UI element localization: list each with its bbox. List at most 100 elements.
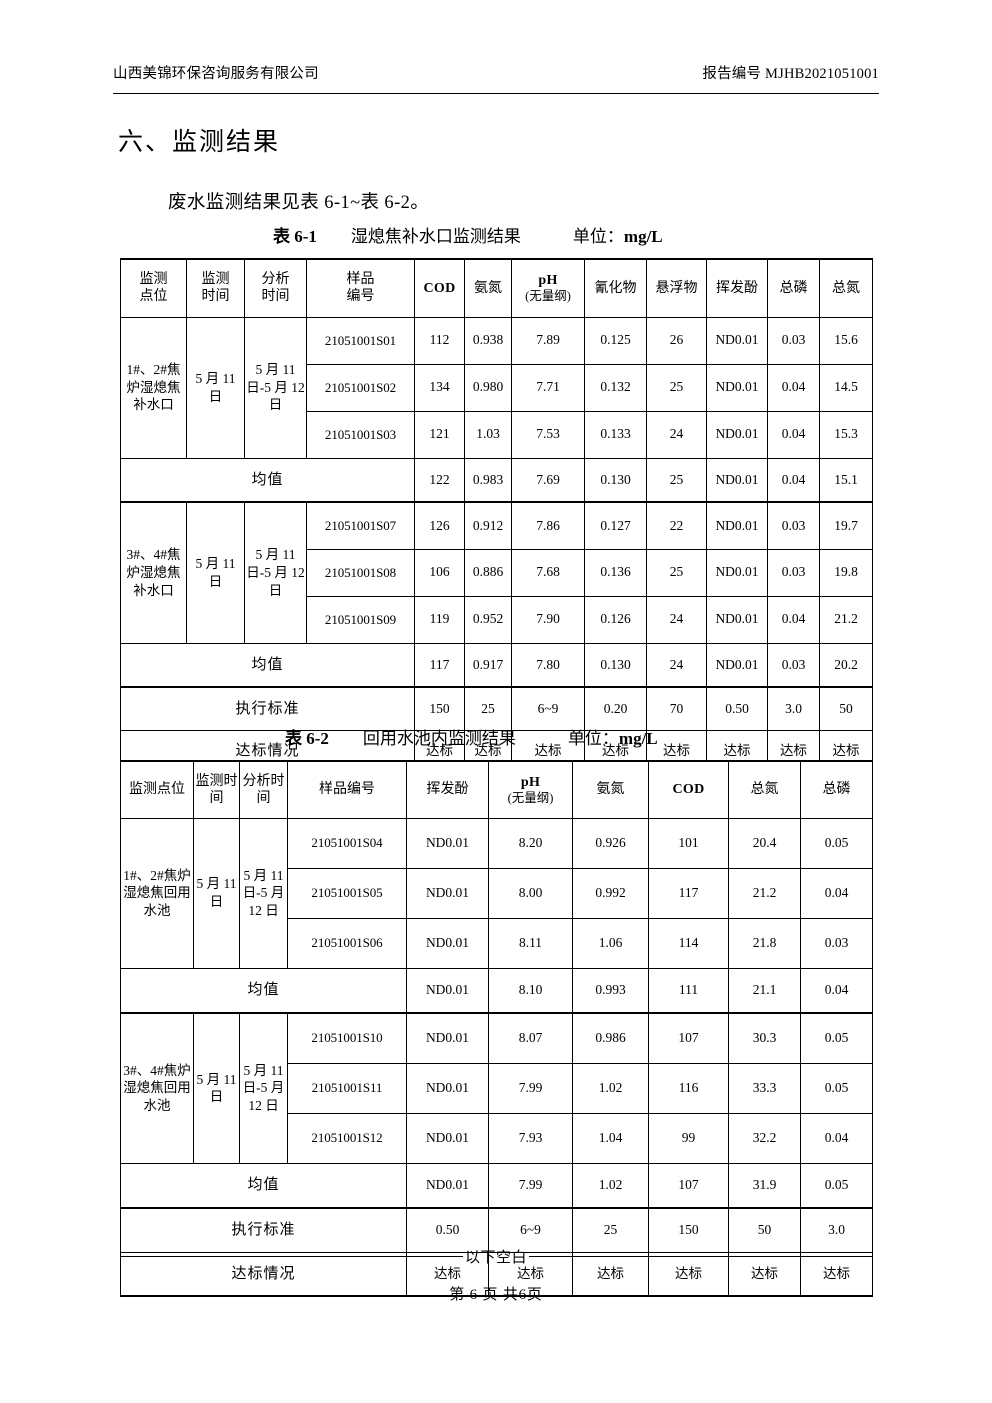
value-cell-ph: 7.71	[511, 363, 585, 412]
value-cell-cn: 0.125	[584, 316, 647, 365]
compliance-value-phenol: 达标	[406, 1251, 489, 1297]
value-cell-ss: 22	[646, 501, 707, 550]
header-ph: pH	[538, 273, 558, 289]
compliance-value-ph: 达标	[488, 1251, 573, 1297]
value-cell-ss: 26	[646, 316, 707, 365]
standard-value-ph: 6~9	[511, 686, 585, 731]
header-ph-unit: (无量纲)	[525, 289, 571, 304]
value-cell-nh3n: 0.938	[464, 316, 512, 365]
value-cell-tp: 0.05	[800, 1062, 873, 1114]
column-header-point: 监测点位	[120, 258, 187, 318]
average-row: 均值 ND0.01 8.10 0.993 111 21.1 0.04	[120, 967, 873, 1014]
average-value-phenol: ND0.01	[406, 1162, 489, 1209]
value-cell-cod: 114	[648, 917, 729, 969]
average-value-tn: 15.1	[819, 457, 873, 503]
header-text: COD	[423, 280, 456, 296]
sample-id-cell: 21051001S09	[306, 595, 415, 644]
average-value-phenol: ND0.01	[406, 967, 489, 1014]
value-cell-cod: 121	[414, 410, 465, 459]
average-value-ph: 7.99	[488, 1162, 573, 1209]
monitor-point-cell: 3#、4#焦炉湿熄焦回用水池	[120, 1012, 194, 1164]
average-value-cod: 122	[414, 457, 465, 503]
sample-id-cell: 21051001S10	[287, 1012, 407, 1064]
value-cell-tp: 0.04	[800, 1112, 873, 1164]
header-divider	[113, 93, 879, 94]
header-line-1: 监测	[139, 272, 168, 288]
table-row: 21051001S12 ND0.01 7.93 1.04 99 32.2 0.04	[121, 1112, 873, 1164]
compliance-label: 达标情况	[120, 1251, 407, 1297]
column-header-cod: COD	[648, 760, 729, 819]
value-cell-tp: 0.05	[800, 817, 873, 869]
value-cell-tp: 0.04	[767, 410, 820, 459]
intro-paragraph: 废水监测结果见表 6-1~表 6-2。	[168, 193, 430, 213]
value-cell-tp: 0.04	[767, 363, 820, 412]
value-cell-cn: 0.126	[584, 595, 647, 644]
value-cell-phenol: ND0.01	[706, 595, 768, 644]
column-header-sample: 样品编号	[306, 258, 415, 318]
analysis-time-cell: 5 月 11 日-5 月 12 日	[239, 817, 288, 969]
value-cell-cod: 107	[648, 1012, 729, 1064]
monitor-time-cell: 5 月 11 日	[193, 817, 240, 969]
column-header-atime: 分析时间	[239, 760, 288, 819]
analysis-time-cell: 5 月 11 日-5 月 12 日	[239, 1012, 288, 1164]
section-heading: 六、监测结果	[118, 127, 281, 156]
average-label: 均值	[120, 1162, 407, 1209]
column-header-ph: pH (无量纲)	[511, 258, 585, 318]
value-cell-tn: 21.2	[728, 867, 801, 919]
compliance-row: 达标情况 达标 达标 达标 达标 达标 达标	[120, 1251, 873, 1297]
value-cell-tp: 0.03	[767, 316, 820, 365]
value-cell-ph: 7.93	[488, 1112, 573, 1164]
compliance-value-tn: 达标	[728, 1251, 801, 1297]
average-value-tp: 0.05	[800, 1162, 873, 1209]
sample-id-cell: 21051001S05	[287, 867, 407, 919]
average-value-ph: 7.80	[511, 642, 585, 688]
average-value-nh3n: 0.917	[464, 642, 512, 688]
value-cell-phenol: ND0.01	[406, 1062, 489, 1114]
column-header-mtime: 监测时间	[193, 760, 240, 819]
value-cell-phenol: ND0.01	[406, 917, 489, 969]
value-cell-nh3n: 0.980	[464, 363, 512, 412]
table-6-1-title: 湿熄焦补水口监测结果	[350, 227, 521, 246]
average-value-tn: 21.1	[728, 967, 801, 1014]
monitor-point-cell: 1#、2#焦炉湿熄焦回用水池	[120, 817, 194, 969]
value-cell-tn: 30.3	[728, 1012, 801, 1064]
value-cell-tp: 0.04	[767, 595, 820, 644]
standard-label: 执行标准	[120, 1207, 407, 1253]
average-value-tn: 20.2	[819, 642, 873, 688]
value-cell-tn: 20.4	[728, 817, 801, 869]
value-cell-tn: 15.3	[819, 410, 873, 459]
average-value-cod: 117	[414, 642, 465, 688]
table-6-2-number: 表 6-2	[285, 729, 329, 748]
value-cell-cn: 0.132	[584, 363, 647, 412]
value-cell-cod: 106	[414, 548, 465, 597]
value-cell-nh3n: 0.912	[464, 501, 512, 550]
column-header-nh3n: 氨氮	[464, 258, 512, 318]
column-header-sample: 样品编号	[287, 760, 407, 819]
value-cell-cod: 99	[648, 1112, 729, 1164]
average-value-cod: 107	[648, 1162, 729, 1209]
standard-value-cod: 150	[648, 1207, 729, 1253]
report-number: 报告编号 MJHB2021051001	[702, 66, 879, 82]
standard-value-tp: 3.0	[800, 1207, 873, 1253]
sample-id-cell: 21051001S11	[287, 1062, 407, 1114]
monitor-time-cell: 5 月 11 日	[193, 1012, 240, 1164]
value-cell-nh3n: 1.04	[572, 1112, 649, 1164]
value-cell-tp: 0.03	[767, 548, 820, 597]
average-value-nh3n: 0.993	[572, 967, 649, 1014]
table-6-2-caption: 表 6-2 回用水池内监测结果 单位：mg/L	[285, 724, 658, 749]
table-6-2-unit-label: 单位：	[567, 729, 619, 748]
value-cell-tp: 0.05	[800, 1012, 873, 1064]
analysis-time-cell: 5 月 11 日-5 月 12 日	[244, 316, 307, 459]
value-cell-cod: 119	[414, 595, 465, 644]
value-cell-tp: 0.03	[800, 917, 873, 969]
standard-value-phenol: 0.50	[706, 686, 768, 731]
column-header-cod: COD	[414, 258, 465, 318]
average-value-ph: 8.10	[488, 967, 573, 1014]
average-value-ph: 7.69	[511, 457, 585, 503]
average-value-phenol: ND0.01	[706, 457, 768, 503]
